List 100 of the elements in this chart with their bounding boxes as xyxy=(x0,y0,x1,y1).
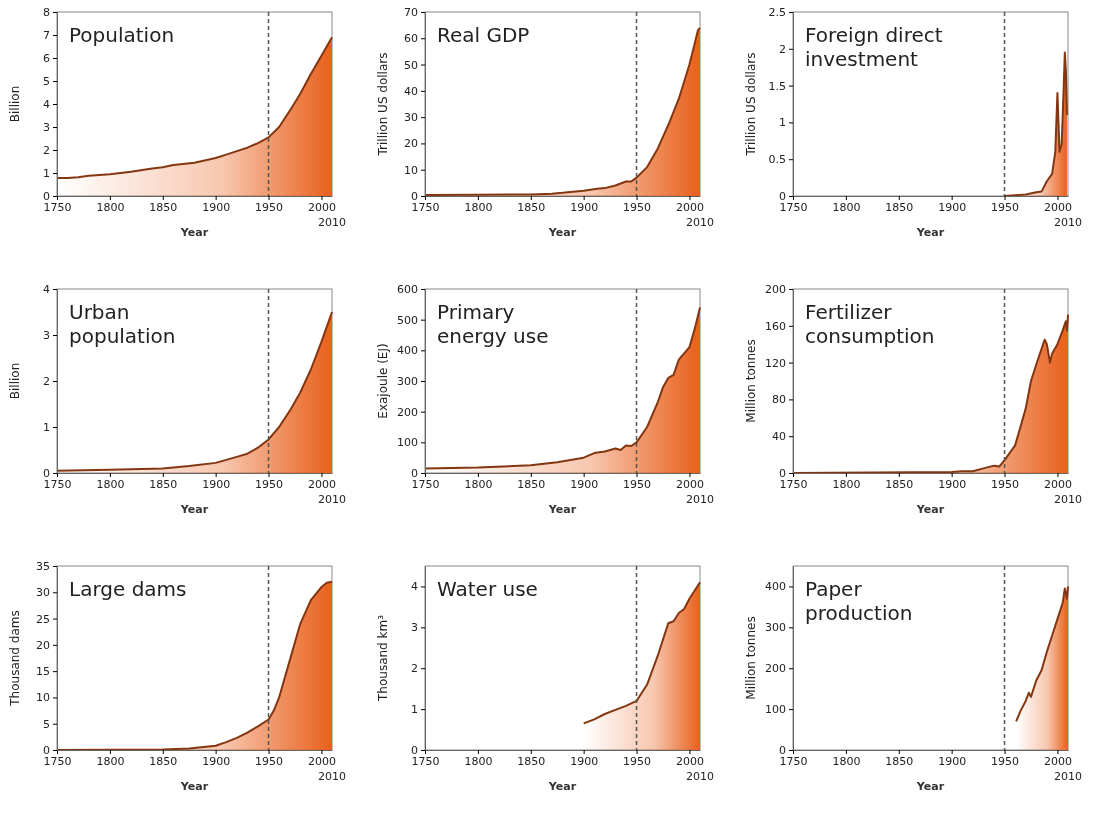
y-tick-label: 2 xyxy=(779,42,786,56)
text: Water use xyxy=(437,577,538,601)
y-tick-label: 7 xyxy=(43,29,50,43)
y-tick-label: 1 xyxy=(43,421,50,435)
text: Real GDP xyxy=(437,23,530,47)
x-tick-label: 1850 xyxy=(885,477,914,491)
x-tick-label: 1950 xyxy=(991,754,1020,768)
y-tick-label: 70 xyxy=(404,6,418,20)
y-axis-title: Exajoule (EJ) xyxy=(376,343,390,419)
x-tick-label: 1800 xyxy=(832,754,861,768)
y-tick-label: 200 xyxy=(765,283,786,297)
text: 2010 xyxy=(318,770,346,783)
x-tick-label: 2000 xyxy=(307,754,336,768)
y-tick-label: 1 xyxy=(43,167,50,181)
x-tick-label: 1900 xyxy=(570,477,599,491)
y-tick-label: 2 xyxy=(43,144,50,158)
y-axis-title: Trillion US dollars xyxy=(744,52,758,157)
y-axis-title: Thousand dams xyxy=(8,610,22,707)
x-axis-title: Year xyxy=(179,780,209,793)
y-tick-label: 3 xyxy=(43,121,50,135)
y-tick-label: 3 xyxy=(43,329,50,343)
x-tick-label: 1850 xyxy=(517,200,546,214)
x-axis-title: Year xyxy=(915,780,945,793)
x-tick-label: 1950 xyxy=(255,754,284,768)
x-axis-title: Year xyxy=(179,226,209,239)
x-tick-label: 1850 xyxy=(885,754,914,768)
text: 2010 xyxy=(1054,493,1082,506)
y-tick-label: 40 xyxy=(772,430,786,444)
x-tick-label: 1950 xyxy=(991,477,1020,491)
x-tick-label: 1800 xyxy=(96,754,125,768)
x-tick-label: 1850 xyxy=(885,200,914,214)
x-tick-label: 1800 xyxy=(832,200,861,214)
y-tick-label: 20 xyxy=(36,638,50,652)
y-tick-label: 1.5 xyxy=(768,79,786,93)
y-tick-label: 100 xyxy=(765,703,786,717)
y-axis-title: Billion xyxy=(8,362,22,400)
x-tick-label: 1900 xyxy=(570,754,599,768)
y-tick-label: 50 xyxy=(404,58,418,72)
x-tick-label: 1900 xyxy=(202,754,231,768)
y-tick-label: 2.5 xyxy=(768,6,786,20)
x-tick-label: 1800 xyxy=(464,754,493,768)
y-tick-label: 10 xyxy=(36,691,50,705)
x-tick-label: 1800 xyxy=(464,477,493,491)
x-tick-label: 1800 xyxy=(96,477,125,491)
x-tick-label: 1800 xyxy=(832,477,861,491)
x-tick-label: 2000 xyxy=(1043,754,1072,768)
y-tick-label: 400 xyxy=(765,580,786,594)
x-tick-label: 1850 xyxy=(517,477,546,491)
y-axis-title: Million tonnes xyxy=(744,339,758,423)
x-tick-label: 2000 xyxy=(1043,477,1072,491)
y-tick-label: 30 xyxy=(404,111,418,125)
x-axis-title: Year xyxy=(547,780,577,793)
x-tick-label: 1950 xyxy=(623,200,652,214)
y-tick-label: 300 xyxy=(397,375,418,389)
x-tick-label: 2000 xyxy=(307,477,336,491)
x-tick-label: 2000 xyxy=(675,754,704,768)
x-axis-title: Year xyxy=(547,503,577,516)
y-tick-label: 500 xyxy=(397,313,418,327)
text: 2010 xyxy=(1054,216,1082,229)
y-tick-label: 100 xyxy=(397,436,418,450)
text: Paper production xyxy=(805,577,913,625)
text: 2010 xyxy=(1054,770,1082,783)
y-tick-label: 2 xyxy=(43,375,50,389)
y-tick-label: 80 xyxy=(772,393,786,407)
y-tick-label: 20 xyxy=(404,137,418,151)
x-tick-label: 2000 xyxy=(675,477,704,491)
y-tick-label: 6 xyxy=(43,52,50,66)
x-tick-label: 1950 xyxy=(623,754,652,768)
text: 2010 xyxy=(318,493,346,506)
text: Foreign direct investment xyxy=(805,23,943,71)
x-tick-label: 1850 xyxy=(149,200,178,214)
y-tick-label: 200 xyxy=(397,405,418,419)
y-tick-label: 5 xyxy=(43,75,50,89)
y-tick-label: 400 xyxy=(397,344,418,358)
y-tick-label: 600 xyxy=(397,283,418,297)
y-tick-label: 10 xyxy=(404,163,418,177)
y-tick-label: 300 xyxy=(765,621,786,635)
y-axis-title: Trillion US dollars xyxy=(376,52,390,157)
text: 2010 xyxy=(686,770,714,783)
text: Population xyxy=(69,23,175,47)
x-axis-title: Year xyxy=(547,226,577,239)
y-tick-label: 3 xyxy=(411,621,418,635)
y-tick-label: 4 xyxy=(43,98,50,112)
y-axis-title: Thousand km³ xyxy=(376,614,390,702)
x-tick-label: 1950 xyxy=(623,477,652,491)
y-tick-label: 4 xyxy=(43,283,50,297)
x-tick-label: 1900 xyxy=(938,200,967,214)
x-tick-label: 1900 xyxy=(938,754,967,768)
x-tick-label: 1850 xyxy=(149,477,178,491)
text: Primary energy use xyxy=(437,300,549,348)
y-tick-label: 15 xyxy=(36,665,50,679)
x-tick-label: 2000 xyxy=(675,200,704,214)
x-axis-title: Year xyxy=(915,503,945,516)
x-tick-label: 1900 xyxy=(938,477,967,491)
text: Fertilizer consumption xyxy=(805,300,935,348)
y-tick-label: 160 xyxy=(765,319,786,333)
text: 2010 xyxy=(686,493,714,506)
x-tick-label: 1950 xyxy=(255,200,284,214)
y-tick-label: 30 xyxy=(36,586,50,600)
y-tick-label: 40 xyxy=(404,84,418,98)
